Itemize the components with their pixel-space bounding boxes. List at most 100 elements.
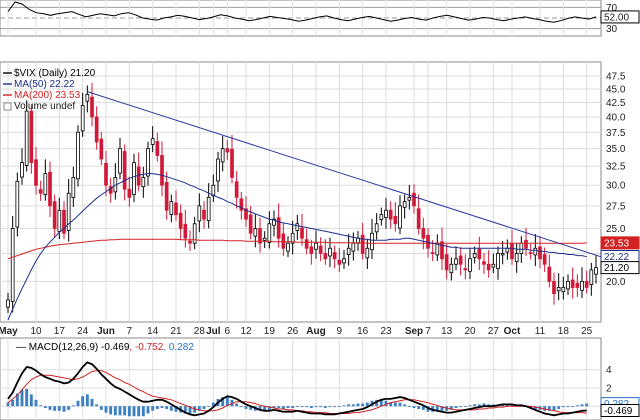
macd-hist-bar: [6, 402, 10, 407]
x-tick-label: 19: [264, 326, 276, 337]
x-tick-label: 25: [581, 326, 593, 337]
price-badge-text: 21.20: [604, 263, 629, 274]
legend-entry: Volume undef: [3, 101, 75, 112]
candle-body: [150, 138, 155, 145]
macd-hist-bar: [347, 404, 351, 407]
macd-hist-bar: [417, 406, 421, 409]
x-tick-label: 6: [225, 326, 231, 337]
macd-hist-bar: [221, 397, 225, 407]
rsi-last-value-badge: 52.00: [600, 10, 640, 24]
macd-hist-bar: [473, 404, 477, 407]
x-tick-label: 24: [77, 326, 89, 337]
x-tick-label: 14: [147, 326, 159, 337]
macd-hist-bar: [403, 404, 407, 407]
macd-hist-bar: [337, 406, 341, 408]
candle-body: [374, 223, 379, 233]
macd-hist-bar: [412, 406, 416, 409]
candle-body: [164, 181, 169, 211]
candle-body: [477, 248, 482, 260]
candle-body: [211, 184, 216, 197]
x-tick-label: 13: [441, 326, 453, 337]
candle-body: [566, 281, 570, 290]
candle-body: [127, 188, 132, 198]
candle-body: [482, 261, 486, 265]
macd-hist-bar: [580, 404, 584, 407]
price-value-badge: 23.53: [600, 236, 640, 250]
macd-legend-prefix: — MACD(12,26,9): [16, 342, 101, 353]
x-tick-label: Jun: [97, 326, 115, 337]
macd-hist-bar: [15, 393, 19, 407]
candle-body: [122, 151, 127, 190]
macd-hist-bar: [141, 406, 145, 417]
price-y-tick-label: 40.0: [606, 112, 626, 123]
macd-hist-bar: [561, 406, 565, 408]
candle-body: [281, 233, 286, 249]
macd-hist-bar: [319, 406, 323, 408]
candle-body: [575, 282, 580, 288]
macd-hist-bar: [244, 406, 248, 409]
candle-body: [300, 227, 304, 239]
macd-hist-bar: [29, 394, 33, 407]
candle-body: [234, 181, 239, 198]
price-y-tick-label: 47.5: [606, 72, 626, 83]
candle-body: [174, 202, 178, 216]
macd-line: [7, 361, 587, 417]
candle-body: [48, 171, 52, 207]
macd-hist-bar: [183, 406, 187, 414]
macd-hist-bar: [207, 406, 211, 408]
x-tick-label: 7: [127, 326, 133, 337]
macd-hist-bar: [151, 406, 155, 411]
price-panel: 47.5 45.0 42.5 40.0 37.5 35.0 32.5 30.0 27.5 25.0…: [0, 61, 640, 323]
macd-hist-bar: [225, 397, 229, 407]
x-tick-label: 12: [240, 326, 252, 337]
candle-body: [76, 131, 80, 180]
macd-hist-bar: [155, 406, 159, 409]
candle-body: [580, 281, 584, 291]
candle-body: [463, 268, 468, 271]
macd-value-badge: -0.469: [600, 403, 640, 417]
candle-body: [62, 209, 66, 234]
candle-body: [561, 287, 566, 293]
macd-hist-bar: [211, 402, 215, 407]
x-tick-label: 26: [287, 326, 299, 337]
candle-body: [500, 253, 505, 256]
candle-body: [430, 252, 435, 254]
price-y-tick-label: 25.0: [606, 224, 626, 235]
candle-body: [71, 177, 76, 198]
macd-hist-bar: [197, 406, 201, 411]
candle-body: [370, 232, 374, 251]
macd-hist-bar: [160, 406, 164, 409]
rsi-tick-label: 30: [606, 24, 618, 35]
macd-hist-bar: [188, 406, 192, 414]
candle-body: [146, 148, 150, 177]
candle-body: [440, 241, 444, 260]
candle-body: [29, 110, 34, 164]
macd-badge-text: -0.469: [604, 406, 633, 417]
macd-hist-bar: [113, 406, 117, 416]
macd-hist-bar: [123, 406, 127, 416]
macd-hist-bar: [300, 406, 304, 408]
candle-body: [421, 228, 426, 239]
candle-body: [407, 196, 412, 201]
candle-body: [225, 148, 230, 153]
candle-body: [351, 242, 356, 252]
x-tick-label: 23: [380, 326, 392, 337]
macd-hist-bar: [379, 399, 383, 407]
candle-body: [272, 218, 276, 226]
macd-legend: — MACD(12,26,9) -0.469, -0.752, 0.282: [16, 342, 194, 353]
macd-panel: 420 0.282-0.469 — MACD(12,26,9) -0.469, …: [0, 337, 640, 420]
macd-hist-bar: [328, 406, 332, 408]
macd-hist-bar: [165, 406, 169, 409]
candle-body: [328, 247, 332, 257]
x-tick-label: 27: [488, 326, 500, 337]
candle-body: [496, 253, 500, 269]
macd-hist-bar: [407, 406, 411, 408]
macd-hist-bar: [109, 406, 113, 415]
macd-hist-bar: [505, 404, 509, 407]
candle-body: [309, 246, 314, 254]
x-tick-label: Sep: [405, 326, 423, 337]
macd-hist-bar: [482, 403, 486, 407]
x-tick-label: Oct: [504, 326, 521, 337]
candle-body: [206, 196, 211, 222]
